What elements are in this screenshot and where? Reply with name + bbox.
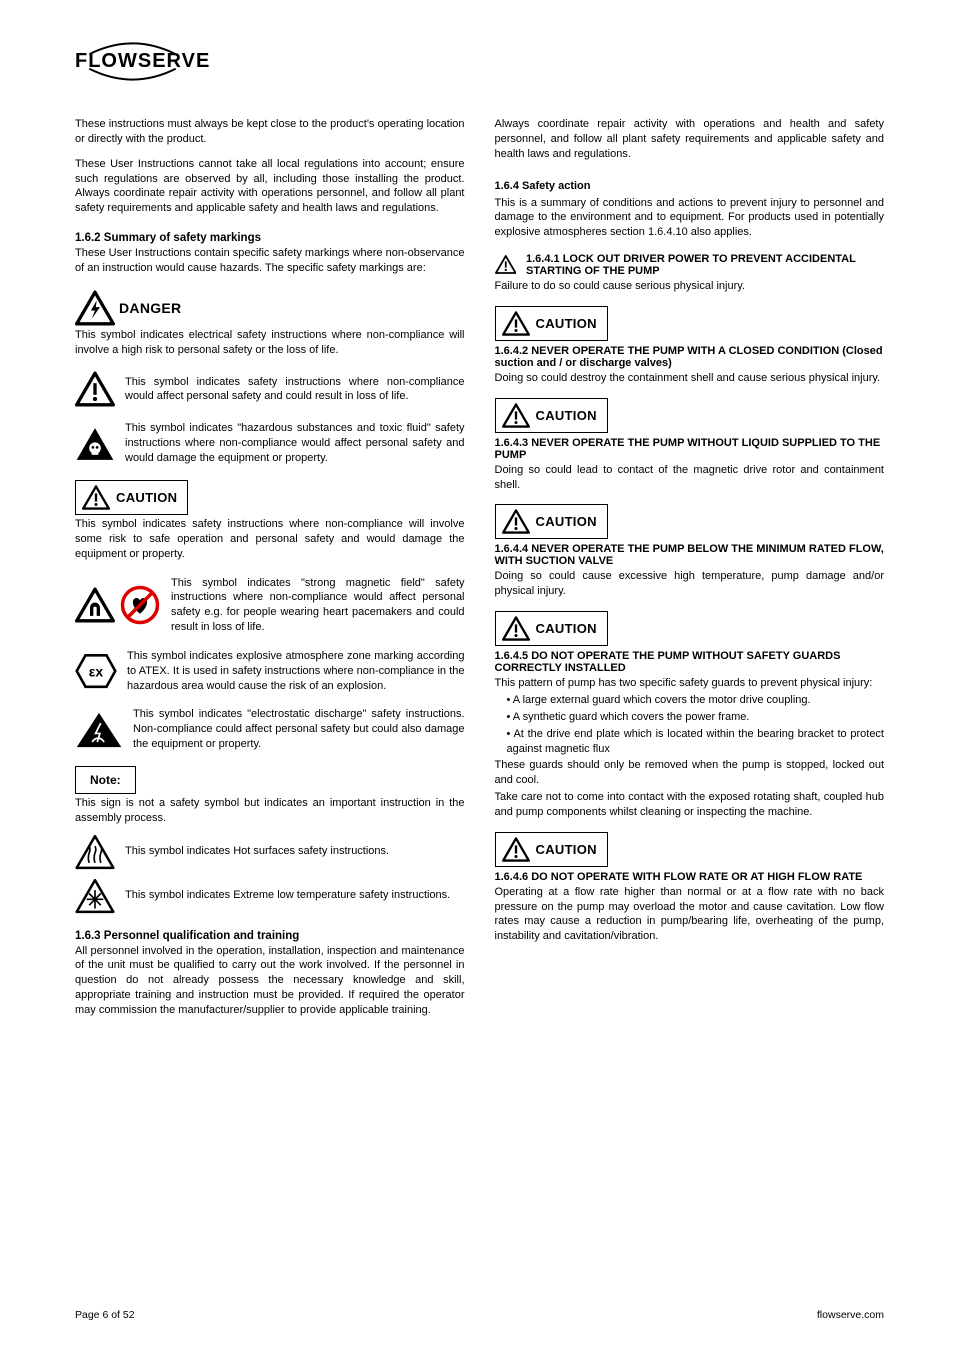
item-heading: 1.6.4.5 DO NOT OPERATE THE PUMP WITHOUT …: [495, 650, 885, 674]
esd-symbol: [75, 710, 123, 750]
item-text-3: Take care not to come into contact with …: [495, 790, 885, 820]
footer-page: Page 6 of 52: [75, 1309, 135, 1321]
heading-qualification: 1.6.3 Personnel qualification and traini…: [75, 930, 465, 942]
safety-item: CAUTION 1.6.4.3 NEVER OPERATE THE PUMP WI…: [495, 398, 885, 493]
actions-intro: This is a summary of conditions and acti…: [495, 196, 885, 241]
safety-item: CAUTION 1.6.4.5 DO NOT OPERATE THE PUMP W…: [495, 611, 885, 820]
caution-label: CAUTION: [116, 490, 177, 505]
item-text: This pattern of pump has two specific sa…: [495, 676, 885, 691]
hot-symbol: [75, 834, 115, 870]
exclamation-triangle-icon: [495, 252, 517, 277]
right-coord: Always coordinate repair activity with o…: [495, 117, 885, 162]
warning-symbol: [75, 371, 115, 407]
logo-arc-top-icon: [85, 38, 180, 56]
toxic-text: This symbol indicates "hazardous substan…: [125, 421, 465, 466]
item-bullet: • A synthetic guard which covers the pow…: [495, 710, 885, 725]
item-text: Operating at a flow rate higher than nor…: [495, 885, 885, 944]
item-text-2: These guards should only be removed when…: [495, 758, 885, 788]
item-text: Failure to do so could cause serious phy…: [495, 279, 885, 294]
caution-box: CAUTION: [75, 480, 188, 515]
item-heading: 1.6.4.2 NEVER OPERATE THE PUMP WITH A CL…: [495, 345, 885, 369]
caution-text: This symbol indicates safety instruction…: [75, 517, 465, 562]
exclamation-triangle-icon: [502, 311, 530, 336]
cold-symbol: [75, 878, 115, 914]
item-bullet: • At the drive end plate which is locate…: [495, 727, 885, 757]
safety-item-lockout: 1.6.4.1 LOCK OUT DRIVER POWER TO PREVENT…: [495, 252, 885, 294]
heading-safety-markings: 1.6.2 Summary of safety markings: [75, 232, 465, 244]
danger-label: DANGER: [119, 300, 181, 316]
magnet-triangle-icon: [75, 587, 115, 623]
note-text: This sign is not a safety symbol but ind…: [75, 796, 465, 826]
caution-box: CAUTION: [495, 306, 608, 341]
intro-2: These User Instructions cannot take all …: [75, 157, 465, 216]
caution-box: CAUTION: [495, 398, 608, 433]
exclamation-triangle-icon: [82, 485, 110, 510]
left-column: These instructions must always be kept c…: [75, 117, 465, 1018]
item-heading: 1.6.4.6 DO NOT OPERATE WITH FLOW RATE OR…: [495, 871, 885, 883]
heading-safety-action: 1.6.4 Safety action: [495, 180, 885, 192]
esd-text: This symbol indicates "electrostatic dis…: [133, 707, 465, 752]
no-pacemaker-icon: [119, 584, 161, 626]
exclamation-triangle-icon: [502, 509, 530, 534]
exclamation-triangle-icon: [502, 616, 530, 641]
caution-box: CAUTION: [495, 504, 608, 539]
warning-text: This symbol indicates safety instruction…: [125, 375, 465, 405]
item-heading: 1.6.4.4 NEVER OPERATE THE PUMP BELOW THE…: [495, 543, 885, 567]
magnet-text: This symbol indicates "strong magnetic f…: [171, 576, 465, 635]
brand-logo: FLOWSERVE: [75, 40, 884, 83]
item-text: Doing so could cause excessive high temp…: [495, 569, 885, 599]
hot-surface-triangle-icon: [75, 834, 115, 870]
intro-1: These instructions must always be kept c…: [75, 117, 465, 147]
logo-arc-bottom-icon: [85, 67, 180, 85]
caution-box: CAUTION: [495, 611, 608, 646]
safety-item: CAUTION 1.6.4.2 NEVER OPERATE THE PUMP WI…: [495, 306, 885, 386]
item-text: Doing so could lead to contact of the ma…: [495, 463, 885, 493]
lightning-triangle-icon: [75, 290, 115, 326]
symbols-intro: These User Instructions contain specific…: [75, 246, 465, 276]
item-num: 1.6.4.1: [526, 253, 560, 265]
esd-icon: [75, 710, 123, 750]
caution-label: CAUTION: [536, 316, 597, 331]
svg-text:εx: εx: [89, 663, 104, 679]
note-box: Note:: [75, 766, 136, 794]
caution-label: CAUTION: [536, 842, 597, 857]
caution-box: CAUTION: [495, 832, 608, 867]
toxic-symbol: [75, 426, 115, 462]
caution-label: CAUTION: [536, 408, 597, 423]
danger-text: This symbol indicates electrical safety …: [75, 328, 465, 358]
safety-item: CAUTION 1.6.4.6 DO NOT OPERATE WITH FLOW …: [495, 832, 885, 944]
atex-hexagon-icon: εx: [75, 650, 117, 692]
exclamation-triangle-icon: [502, 837, 530, 862]
exclamation-triangle-icon: [502, 403, 530, 428]
skull-triangle-icon: [75, 426, 115, 462]
caution-label: CAUTION: [536, 514, 597, 529]
item-text: Doing so could destroy the containment s…: [495, 371, 885, 386]
qualification-text: All personnel involved in the operation,…: [75, 944, 465, 1018]
hot-text: This symbol indicates Hot surfaces safet…: [125, 844, 465, 859]
magnet-symbols: [75, 584, 161, 626]
item-bullet: • A large external guard which covers th…: [495, 693, 885, 708]
cold-text: This symbol indicates Extreme low temper…: [125, 888, 465, 903]
footer-site: flowserve.com: [817, 1309, 884, 1321]
ex-symbol: εx: [75, 650, 117, 692]
item-title: LOCK OUT DRIVER POWER TO PREVENT ACCIDEN…: [526, 253, 856, 277]
exclamation-triangle-icon: [75, 371, 115, 407]
ex-text: This symbol indicates explosive atmosphe…: [127, 649, 465, 694]
snowflake-triangle-icon: [75, 878, 115, 914]
caution-label: CAUTION: [536, 621, 597, 636]
page-footer: Page 6 of 52 flowserve.com: [75, 1309, 884, 1321]
safety-item: CAUTION 1.6.4.4 NEVER OPERATE THE PUMP BE…: [495, 504, 885, 599]
right-column: Always coordinate repair activity with o…: [495, 117, 885, 1018]
danger-symbol: DANGER: [75, 290, 181, 326]
item-heading: 1.6.4.3 NEVER OPERATE THE PUMP WITHOUT L…: [495, 437, 885, 461]
